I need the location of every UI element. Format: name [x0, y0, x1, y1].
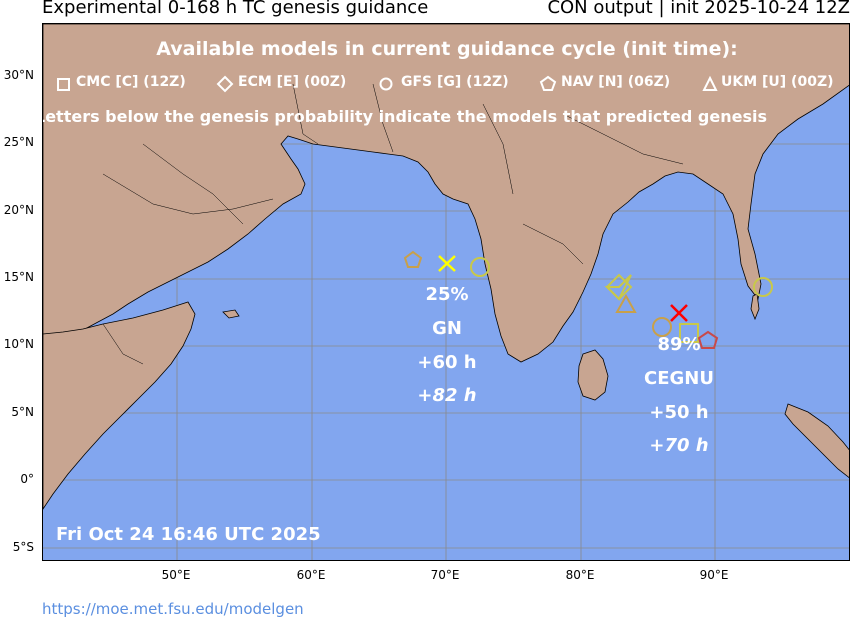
title-left: Experimental 0-168 h TC genesis guidance	[42, 0, 429, 18]
legend-ecm: ECM [E] (00Z)	[238, 74, 347, 90]
land	[43, 24, 849, 510]
legend-cmc: CMC [C] (12Z)	[76, 74, 186, 90]
lon-tick: 90°E	[699, 568, 729, 582]
timestamp: Fri Oct 24 16:46 UTC 2025	[56, 524, 321, 545]
lat-tick: 20°N	[3, 203, 34, 217]
lat-tick: 15°N	[3, 270, 34, 284]
title-right: CON output | init 2025-10-24 12Z	[547, 0, 850, 18]
lat-tick: 25°N	[3, 135, 34, 149]
cluster-1-models: GN	[432, 318, 462, 339]
lat-tick: 5°S	[12, 540, 34, 554]
borders	[102, 83, 684, 365]
cluster-1-lead2: +82 h	[417, 385, 477, 406]
lon-tick: 70°E	[430, 568, 460, 582]
legend-ukm: UKM [U] (00Z)	[721, 74, 834, 90]
cluster-1-prob: 25%	[425, 284, 469, 305]
legend-nav: NAV [N] (06Z)	[561, 74, 671, 90]
lat-tick: 5°N	[11, 405, 34, 419]
lon-tick: 80°E	[565, 568, 595, 582]
cluster-2-models: CEGNU	[644, 368, 714, 389]
source-link[interactable]: https://moe.met.fsu.edu/modelgen	[42, 600, 304, 618]
lon-tick: 60°E	[296, 568, 326, 582]
lat-tick: 0°	[20, 472, 34, 486]
cluster-2-lead: +50 h	[649, 402, 709, 423]
legend-symbols	[57, 75, 718, 93]
legend-gfs: GFS [G] (12Z)	[401, 74, 509, 90]
cluster-1-markers	[403, 250, 490, 277]
cluster-1-lead: +60 h	[417, 352, 477, 373]
lon-tick: 50°E	[161, 568, 191, 582]
lat-tick: 30°N	[3, 68, 34, 82]
cluster-2-prob: 89%	[657, 334, 701, 355]
letters-note: Letters below the genesis probability in…	[42, 107, 768, 126]
cluster-2-lead2: +70 h	[649, 435, 709, 456]
map-panel: Available models in current guidance cyc…	[42, 23, 850, 561]
models-banner: Available models in current guidance cyc…	[156, 38, 738, 60]
map-svg	[43, 24, 849, 560]
lat-tick: 10°N	[3, 337, 34, 351]
cluster-2-markers	[604, 273, 773, 349]
